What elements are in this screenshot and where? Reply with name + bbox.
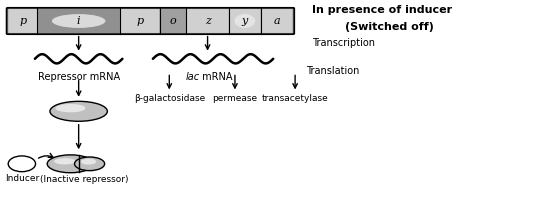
Ellipse shape <box>74 157 104 171</box>
FancyBboxPatch shape <box>37 9 120 33</box>
Text: p: p <box>136 16 143 26</box>
FancyBboxPatch shape <box>229 9 261 33</box>
Ellipse shape <box>47 155 94 173</box>
Ellipse shape <box>50 101 107 121</box>
Text: (Inactive repressor): (Inactive repressor) <box>40 175 129 184</box>
Ellipse shape <box>54 158 76 164</box>
Text: Repressor mRNA: Repressor mRNA <box>38 72 120 83</box>
FancyBboxPatch shape <box>261 9 293 33</box>
Text: β-galactosidase: β-galactosidase <box>133 94 205 104</box>
Text: Transcription: Transcription <box>312 38 375 48</box>
Ellipse shape <box>8 156 36 172</box>
Text: i: i <box>77 16 80 26</box>
Ellipse shape <box>55 104 85 112</box>
Text: o: o <box>170 16 176 26</box>
Text: Inducer: Inducer <box>5 174 39 183</box>
Text: In presence of inducer: In presence of inducer <box>312 5 452 15</box>
FancyBboxPatch shape <box>120 9 160 33</box>
Ellipse shape <box>81 159 96 165</box>
Text: p: p <box>19 16 26 26</box>
Text: transacetylase: transacetylase <box>261 94 329 104</box>
Ellipse shape <box>235 14 255 28</box>
Text: permease: permease <box>212 94 258 104</box>
FancyBboxPatch shape <box>160 9 187 33</box>
FancyBboxPatch shape <box>8 9 37 33</box>
Text: (Switched off): (Switched off) <box>345 22 433 32</box>
Text: mRNA: mRNA <box>199 72 233 83</box>
FancyBboxPatch shape <box>7 8 294 34</box>
Ellipse shape <box>52 14 106 28</box>
FancyBboxPatch shape <box>187 9 229 33</box>
Text: Translation: Translation <box>306 66 359 76</box>
Text: z: z <box>205 16 211 26</box>
Text: a: a <box>274 16 280 26</box>
Text: lac: lac <box>185 72 199 83</box>
Text: y: y <box>242 16 248 26</box>
